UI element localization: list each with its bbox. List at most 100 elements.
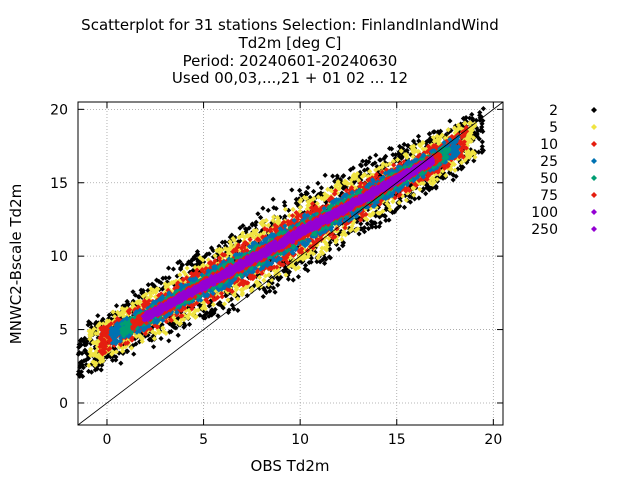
scatter-point: [321, 196, 327, 203]
scatter-point: [139, 338, 145, 345]
scatter-point: [274, 264, 280, 270]
scatter-point: [159, 294, 166, 300]
scatter-point: [261, 277, 267, 284]
scatter-point: [333, 197, 340, 203]
scatter-point: [259, 219, 266, 225]
scatter-point: [302, 253, 308, 260]
scatter-point: [293, 261, 299, 267]
scatter-point: [237, 225, 243, 231]
scatter-point: [412, 184, 418, 190]
scatter-point: [261, 230, 267, 236]
scatter-point: [258, 214, 264, 221]
scatter-point: [157, 296, 163, 302]
scatter-point: [311, 199, 317, 205]
scatter-point: [464, 151, 471, 157]
scatter-point: [304, 190, 310, 197]
scatter-point: [205, 299, 211, 305]
scatter-point: [310, 242, 317, 248]
scatter-point: [297, 199, 303, 205]
scatter-point: [142, 330, 148, 337]
scatter-point: [136, 328, 143, 334]
scatter-point: [85, 355, 91, 362]
scatter-point: [186, 299, 192, 306]
scatter-point: [297, 204, 303, 210]
scatter-point: [260, 227, 266, 233]
scatter-point: [303, 250, 309, 257]
scatter-point: [121, 309, 127, 316]
scatter-point: [305, 199, 311, 205]
scatter-point: [154, 324, 160, 330]
scatter-point: [336, 246, 342, 252]
scatter-point: [333, 241, 340, 248]
scatter-point: [359, 213, 366, 219]
scatter-point: [332, 178, 338, 184]
scatter-point: [304, 241, 310, 247]
scatter-point: [380, 208, 386, 214]
title-line-4: Used 00,03,...,21 + 01 02 ... 12: [172, 69, 408, 87]
scatter-point: [354, 218, 360, 225]
scatter-point: [404, 190, 410, 196]
scatter-point: [188, 302, 194, 308]
scatter-point: [354, 171, 360, 177]
scatter-point: [452, 148, 458, 155]
scatter-point: [475, 128, 481, 134]
scatter-point: [248, 272, 254, 278]
scatter-point: [130, 298, 136, 304]
scatter-point: [263, 217, 269, 224]
scatter-point: [138, 335, 144, 341]
scatter-point: [215, 262, 221, 269]
scatter-point: [252, 222, 259, 228]
scatter-point: [99, 354, 105, 361]
scatter-point: [449, 135, 456, 141]
scatter-point: [457, 138, 464, 145]
scatter-point: [91, 326, 97, 332]
scatter-point: [353, 185, 359, 191]
scatter-point: [109, 357, 116, 363]
scatter-point: [77, 371, 83, 377]
scatter-point: [160, 325, 166, 331]
scatter-point: [122, 344, 129, 350]
scatter-point: [194, 270, 200, 276]
scatter-point: [342, 232, 349, 238]
scatter-point: [100, 321, 106, 327]
scatter-point: [151, 335, 157, 342]
scatter-point: [191, 254, 198, 260]
scatter-point: [420, 139, 426, 146]
scatter-point: [203, 265, 209, 272]
scatter-point: [349, 226, 355, 232]
scatter-point: [462, 120, 468, 126]
scatter-point: [387, 161, 393, 167]
scatter-point: [305, 267, 311, 274]
scatter-point: [401, 141, 407, 147]
scatter-point: [155, 326, 161, 333]
scatter-point: [434, 133, 440, 139]
scatter-point: [173, 325, 179, 331]
scatter-point: [282, 213, 288, 220]
scatter-point: [133, 333, 139, 340]
scatter-point: [270, 285, 276, 291]
scatter-point: [374, 169, 381, 175]
scatter-point: [391, 162, 397, 168]
scatter-point: [293, 213, 299, 219]
scatter-point: [334, 223, 340, 229]
scatter-point: [448, 127, 454, 134]
scatter-point: [136, 331, 142, 338]
scatter-point: [86, 328, 92, 334]
scatter-point: [352, 178, 358, 184]
scatter-point: [235, 307, 241, 313]
scatter-point: [365, 225, 372, 232]
scatter-point: [305, 209, 311, 215]
scatter-point: [404, 184, 410, 191]
scatter-point: [423, 146, 430, 152]
scatter-point: [209, 312, 215, 318]
scatter-point: [251, 274, 258, 280]
scatter-point: [197, 271, 203, 277]
scatter-point: [222, 239, 228, 245]
scatter-point: [194, 249, 201, 255]
scatter-point: [202, 306, 208, 312]
scatter-point: [141, 303, 147, 310]
scatter-point: [343, 187, 349, 194]
scatter-point: [295, 274, 302, 280]
scatter-point: [177, 272, 183, 278]
scatter-point: [329, 224, 335, 230]
